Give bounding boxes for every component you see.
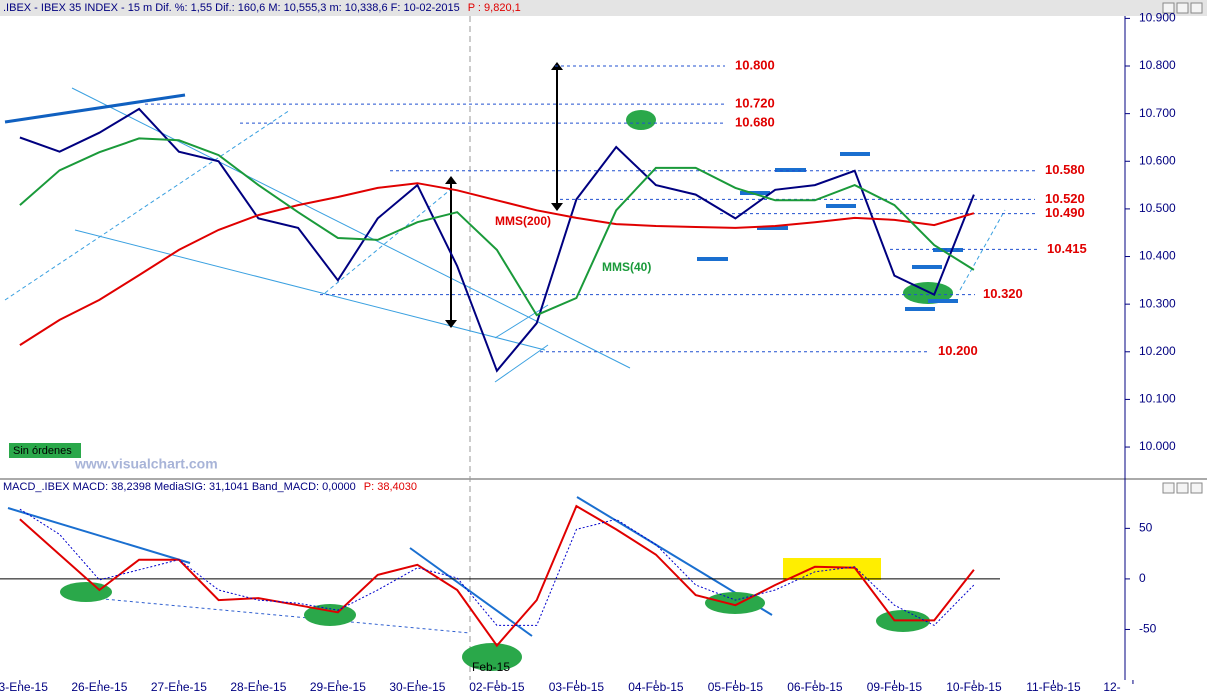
status-text: Sin órdenes xyxy=(13,445,72,457)
level-label: 10.490 xyxy=(1045,205,1085,220)
y-tick-label: 10.500 xyxy=(1139,201,1176,215)
x-tick-label: 06-Feb-15 xyxy=(787,680,843,694)
close-button[interactable] xyxy=(1190,482,1203,494)
last-price: P: 38,4030 xyxy=(364,481,417,493)
window-buttons[interactable] xyxy=(1162,2,1203,494)
y-tick-label: 10.400 xyxy=(1139,249,1176,263)
minimize-button[interactable] xyxy=(1162,2,1175,14)
x-tick-label: 03-Feb-15 xyxy=(549,680,605,694)
level-label: 10.320 xyxy=(983,286,1023,301)
y-tick-label: 50 xyxy=(1139,521,1153,535)
close-button[interactable] xyxy=(1190,2,1203,14)
level-label: 10.720 xyxy=(735,96,775,111)
annotation: Feb-15 xyxy=(472,660,510,674)
series-line xyxy=(19,137,975,317)
y-tick-label: 10.300 xyxy=(1139,296,1176,310)
y-tick-label: 0 xyxy=(1139,571,1146,585)
support-marks xyxy=(697,152,963,311)
x-tick-label: 11-Feb-15 xyxy=(1026,680,1081,694)
x-tick-label: 27-Ene-15 xyxy=(151,680,207,694)
level-label: 10.680 xyxy=(735,115,775,130)
panel-title: MACD_.IBEX MACD: 38,2398 MediaSIG: 31,10… xyxy=(3,481,356,493)
level-label: 10.520 xyxy=(1045,191,1085,206)
x-tick-label: 02-Feb-15 xyxy=(469,680,525,694)
x-tick-label: 30-Ene-15 xyxy=(389,680,445,694)
series-line xyxy=(19,182,975,346)
y-tick-label: 10.200 xyxy=(1139,344,1176,358)
y-tick-label: 10.800 xyxy=(1139,58,1176,72)
x-tick-label: 28-Ene-15 xyxy=(230,680,286,694)
series-line xyxy=(19,107,975,373)
header-bar xyxy=(0,0,1207,16)
y-tick-label: -50 xyxy=(1139,622,1157,636)
x-tick-label: 04-Feb-15 xyxy=(628,680,684,694)
y-tick-label: 10.700 xyxy=(1139,106,1176,120)
y-tick-label: 10.600 xyxy=(1139,153,1176,167)
x-tick-label: 29-Ene-15 xyxy=(310,680,366,694)
y-tick-label: 10.100 xyxy=(1139,392,1176,406)
divergence-line xyxy=(81,596,471,634)
level-label: 10.200 xyxy=(938,343,978,358)
x-tick-label: 26-Ene-15 xyxy=(71,680,127,694)
y-tick-label: 10.000 xyxy=(1139,439,1176,453)
trend-line xyxy=(4,93,186,124)
minimize-button[interactable] xyxy=(1162,482,1175,494)
highlight-ellipses xyxy=(626,110,953,304)
last-price: P : 9,820,1 xyxy=(468,2,521,14)
status-badge xyxy=(9,443,81,458)
level-label: 10.800 xyxy=(735,57,775,72)
maximize-button[interactable] xyxy=(1176,482,1189,494)
level-label: 10.415 xyxy=(1047,241,1087,256)
maximize-button[interactable] xyxy=(1176,2,1189,14)
level-label: 10.580 xyxy=(1045,162,1085,177)
series-label: MMS(40) xyxy=(602,260,651,274)
x-tick-label: 09-Feb-15 xyxy=(867,680,923,694)
series-line xyxy=(19,508,975,627)
highlight-box xyxy=(783,558,881,580)
x-tick-label: 23-Ene-15 xyxy=(0,680,48,694)
y-tick-label: 10.900 xyxy=(1139,11,1176,25)
x-tick-label: 12- xyxy=(1103,680,1120,694)
x-tick-label: 10-Feb-15 xyxy=(946,680,1002,694)
channel-lines xyxy=(4,87,1006,383)
watermark: www.visualchart.com xyxy=(74,456,218,472)
x-tick-label: 05-Feb-15 xyxy=(708,680,764,694)
series-label: MMS(200) xyxy=(495,214,551,228)
panel-title: .IBEX - IBEX 35 INDEX - 15 m Dif. %: 1,5… xyxy=(3,2,460,14)
